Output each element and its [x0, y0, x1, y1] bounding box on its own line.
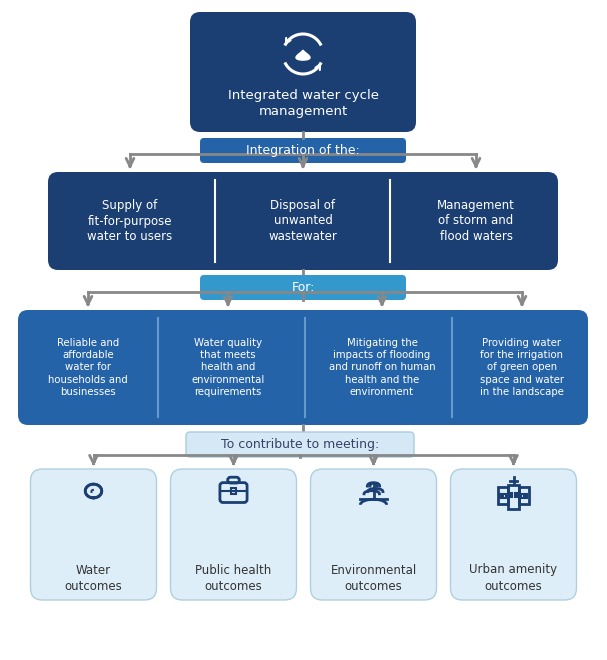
Text: Disposal of
unwanted
wastewater: Disposal of unwanted wastewater: [268, 199, 337, 244]
Text: For:: For:: [291, 281, 314, 294]
FancyBboxPatch shape: [450, 469, 577, 600]
FancyBboxPatch shape: [48, 172, 558, 270]
FancyBboxPatch shape: [18, 310, 588, 425]
Text: Management
of storm and
flood waters: Management of storm and flood waters: [437, 199, 515, 244]
FancyBboxPatch shape: [311, 469, 436, 600]
FancyBboxPatch shape: [200, 275, 406, 300]
FancyBboxPatch shape: [171, 469, 296, 600]
Polygon shape: [296, 50, 310, 60]
Text: Providing water
for the irrigation
of green open
space and water
in the landscap: Providing water for the irrigation of gr…: [480, 338, 564, 397]
Text: Urban amenity
outcomes: Urban amenity outcomes: [469, 564, 558, 593]
Text: Reliable and
affordable
water for
households and
businesses: Reliable and affordable water for househ…: [48, 338, 128, 397]
FancyBboxPatch shape: [200, 138, 406, 163]
Text: Water quality
that meets
health and
environmental
requirements: Water quality that meets health and envi…: [191, 338, 265, 397]
Text: To contribute to meeting:: To contribute to meeting:: [221, 438, 379, 451]
Text: Environmental
outcomes: Environmental outcomes: [330, 564, 416, 593]
FancyBboxPatch shape: [30, 469, 157, 600]
Text: Water
outcomes: Water outcomes: [64, 564, 123, 593]
Text: Integration of the:: Integration of the:: [246, 144, 360, 157]
Text: Mitigating the
impacts of flooding
and runoff on human
health and the
environmen: Mitigating the impacts of flooding and r…: [328, 338, 435, 397]
FancyBboxPatch shape: [190, 12, 416, 132]
Text: Public health
outcomes: Public health outcomes: [195, 564, 271, 593]
FancyBboxPatch shape: [186, 432, 414, 457]
Text: Integrated water cycle
management: Integrated water cycle management: [228, 90, 379, 119]
Text: Supply of
fit-for-purpose
water to users: Supply of fit-for-purpose water to users: [87, 199, 172, 244]
